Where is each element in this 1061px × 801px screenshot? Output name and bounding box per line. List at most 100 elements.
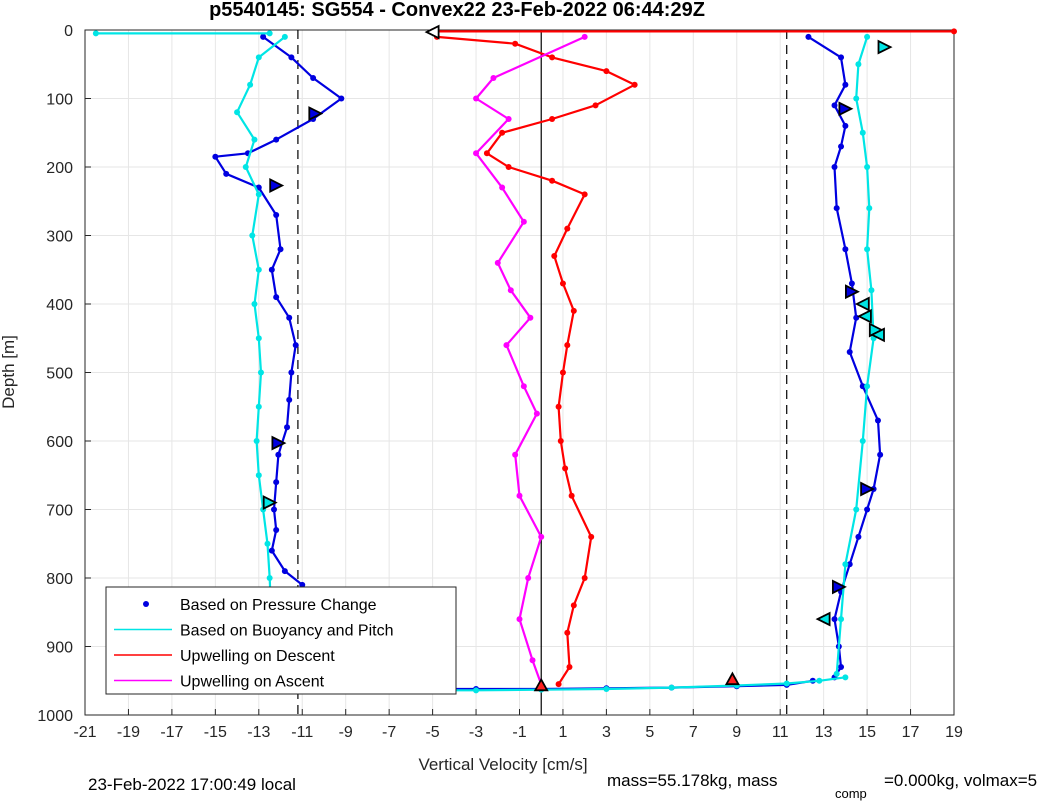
data-point	[275, 451, 282, 458]
data-point	[268, 266, 275, 273]
legend-label: Based on Pressure Change	[180, 597, 377, 614]
series-line	[475, 35, 586, 685]
data-point	[512, 40, 519, 47]
y-tick-label: 400	[46, 297, 73, 314]
x-tick-label: -7	[382, 724, 396, 741]
data-point	[588, 533, 595, 540]
x-tick-labels: -21 -19 -17 -15 -13 -11 -9 -7 -5 -3 -1 1 3 5 7 9 11 13 15 1…	[73, 709, 963, 741]
y-tick-label: 0	[64, 23, 73, 40]
marker-triangle	[269, 178, 285, 193]
data-point	[507, 287, 514, 294]
data-point	[838, 143, 845, 150]
data-point	[286, 314, 293, 321]
data-point	[281, 33, 288, 40]
data-point	[520, 383, 527, 390]
data-point	[848, 280, 855, 287]
data-point	[559, 369, 566, 376]
footer-mass: mass=55.178kg, mass	[607, 771, 778, 790]
data-point	[473, 687, 480, 694]
data-point	[859, 438, 866, 444]
data-point	[564, 225, 571, 232]
legend-item: Upwelling on Ascent	[114, 674, 325, 691]
chart-title: p5540145: SG554 - Convex22 23-Feb-2022 0…	[209, 0, 705, 21]
legend-swatch	[143, 601, 149, 607]
marker-triangle	[424, 24, 440, 40]
data-point	[874, 417, 881, 424]
data-point	[473, 95, 480, 102]
data-point	[816, 677, 823, 684]
series-line	[807, 35, 882, 678]
data-point	[533, 410, 540, 417]
x-tick-label: -3	[469, 724, 483, 741]
data-point	[529, 657, 536, 664]
data-point	[271, 506, 278, 513]
data-point	[286, 396, 293, 403]
data-point	[859, 129, 866, 136]
x-tick-label: -1	[512, 724, 526, 741]
marker-triangle	[832, 579, 847, 595]
data-point	[846, 348, 853, 355]
data-point	[255, 403, 262, 410]
data-point	[292, 342, 299, 349]
y-tick-label: 1000	[37, 708, 73, 725]
legend: Based on Pressure Change Based on Buoyanc…	[105, 586, 457, 695]
data-point	[299, 581, 306, 588]
data-point	[255, 335, 262, 342]
legend-label: Upwelling on Descent	[180, 648, 335, 665]
data-point	[499, 129, 506, 136]
y-tick-label: 700	[46, 503, 73, 520]
data-point	[951, 28, 957, 35]
series-3	[473, 33, 588, 688]
data-point	[494, 259, 501, 266]
x-tick-label: 13	[815, 724, 833, 741]
marker-triangle	[860, 481, 876, 497]
marker-triangle	[877, 39, 893, 55]
data-point	[864, 33, 871, 40]
data-point	[549, 177, 556, 184]
x-tick-label: 19	[945, 724, 963, 741]
y-tick-label: 100	[46, 92, 73, 109]
data-point	[266, 30, 273, 37]
data-point	[631, 81, 638, 88]
data-point	[555, 403, 562, 410]
y-tick-label: 900	[46, 640, 73, 657]
data-point	[527, 314, 534, 321]
data-point	[516, 616, 523, 623]
x-tick-label: -21	[73, 724, 96, 741]
data-point	[568, 492, 575, 499]
x-tick-label: -17	[160, 724, 183, 741]
data-point	[555, 681, 562, 688]
legend-item: Based on Pressure Change	[143, 597, 377, 614]
data-point	[273, 136, 280, 143]
footer-comp-subscript: comp	[835, 786, 867, 801]
data-point	[264, 540, 271, 547]
data-point	[581, 575, 588, 581]
marker-triangle	[856, 308, 872, 324]
marker-triangle	[533, 677, 549, 692]
series-layer	[92, 28, 957, 694]
data-point	[842, 122, 849, 129]
data-point	[842, 246, 849, 253]
data-point	[499, 184, 506, 191]
data-point	[581, 191, 588, 198]
data-point	[838, 616, 845, 623]
data-point	[512, 451, 519, 458]
data-point	[603, 685, 610, 692]
data-point	[212, 153, 219, 160]
data-point	[277, 246, 284, 253]
data-point	[866, 205, 873, 212]
data-point	[855, 533, 862, 540]
x-tick-label: -13	[247, 724, 270, 741]
y-tick-label: 600	[46, 434, 73, 451]
marker-triangle	[262, 495, 278, 511]
y-tick-label: 200	[46, 160, 73, 177]
x-tick-label: 9	[732, 724, 741, 741]
data-point	[838, 54, 845, 61]
data-point	[842, 561, 849, 568]
data-point	[570, 602, 577, 609]
data-point	[549, 54, 556, 61]
x-tick-label: -11	[291, 724, 313, 741]
data-point	[223, 170, 230, 177]
data-point	[255, 54, 262, 61]
data-point	[516, 492, 523, 499]
